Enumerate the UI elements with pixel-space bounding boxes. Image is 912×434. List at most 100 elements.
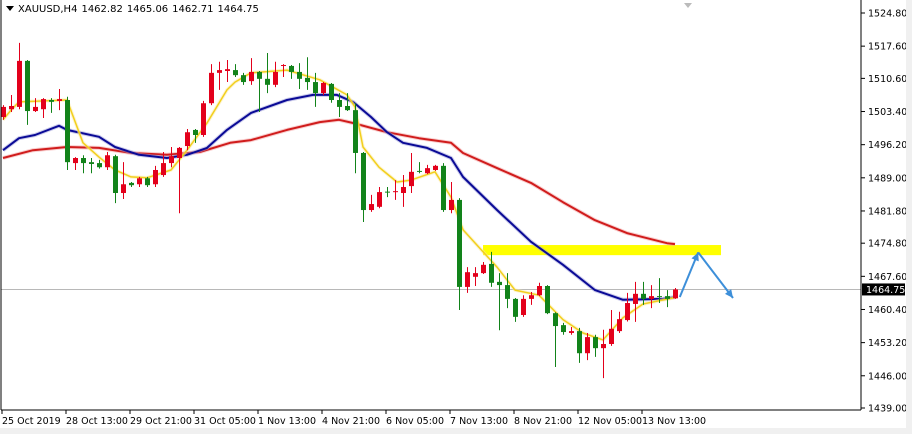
candle (297, 63, 302, 89)
candle-body (9, 105, 14, 110)
candle (161, 152, 166, 177)
candle (513, 297, 518, 322)
candle (177, 146, 182, 214)
candle-body (337, 100, 342, 107)
candle (1, 105, 6, 120)
candle (89, 158, 94, 174)
candle (473, 267, 478, 287)
price-tick-label: 1453.20 (868, 338, 907, 349)
candle (257, 71, 262, 112)
candle-body (449, 199, 454, 211)
candle (241, 72, 246, 85)
candle (673, 288, 678, 299)
candle (169, 146, 174, 168)
candle-body (25, 60, 30, 112)
price-tick-label: 1460.40 (868, 305, 907, 316)
ohlc-close: 1464.75 (217, 4, 259, 15)
candle (497, 273, 502, 331)
candle-body (601, 344, 606, 349)
price-tick-label: 1496.20 (868, 140, 907, 151)
candle-body (289, 65, 294, 72)
candle (465, 267, 470, 293)
candle-body (481, 264, 486, 274)
candle-body (169, 156, 174, 164)
candle (425, 164, 430, 175)
forecast-arrow-down-head-icon (724, 289, 733, 298)
candle (73, 157, 78, 170)
candle-body (441, 165, 446, 211)
candle (633, 281, 638, 322)
candle (25, 59, 30, 125)
candle (193, 129, 198, 143)
candle-body (401, 187, 406, 194)
forecast-arrow-down-shaft (697, 251, 734, 299)
time-tick-label: 28 Oct 13:00 (66, 416, 128, 427)
candle-body (609, 328, 614, 345)
symbol-timeframe: XAUUSD,H4 (18, 4, 78, 15)
candle (281, 64, 286, 77)
candle-body (145, 178, 150, 186)
candle-body (321, 82, 326, 94)
candle-body (185, 132, 190, 147)
candle-body (665, 296, 670, 299)
candle (209, 64, 214, 106)
candle-body (273, 71, 278, 85)
moving-average-mid-halo (1, 92, 676, 302)
price-tick-label: 1489.00 (868, 173, 907, 184)
candle-body (153, 169, 158, 185)
time-tick-label: 29 Oct 21:00 (130, 416, 192, 427)
candle (441, 163, 446, 212)
candle-body (177, 147, 182, 159)
candle-body (473, 273, 478, 277)
time-tick-label: 12 Nov 05:00 (578, 416, 642, 427)
candle-body (297, 71, 302, 79)
candle (369, 194, 374, 212)
bottom-edge (0, 428, 912, 434)
candle-body (433, 165, 438, 170)
candle-body (505, 285, 510, 299)
candle-body (569, 331, 574, 333)
candle-body (425, 168, 430, 174)
candle-body (257, 71, 262, 79)
price-tick-label: 1474.80 (868, 239, 907, 250)
candle-body (329, 83, 334, 101)
candle-body (249, 71, 254, 82)
candle (601, 329, 606, 379)
candle (105, 152, 110, 170)
time-tick-label: 13 Nov 13:00 (642, 416, 706, 427)
price-tick-label: 1439.00 (868, 404, 907, 415)
candle (145, 176, 150, 188)
candle (201, 100, 206, 137)
price-tick-label: 1510.60 (868, 74, 907, 85)
candle (233, 64, 238, 77)
resistance-zone (483, 245, 721, 256)
candle-body (33, 106, 38, 112)
current-price-tag (862, 283, 905, 296)
price-tick-label: 1524.80 (868, 9, 907, 20)
candle-body (625, 303, 630, 321)
candle-body (233, 70, 238, 76)
chart-header: XAUUSD,H4 1462.82 1465.06 1462.71 1464.75 (6, 4, 263, 15)
candle-body (345, 105, 350, 111)
candle-body (561, 325, 566, 333)
candle (33, 98, 38, 112)
candle (505, 273, 510, 309)
candle (129, 181, 134, 188)
dropdown-triangle-icon[interactable] (6, 6, 14, 11)
candle-body (129, 182, 134, 186)
candle-body (161, 163, 166, 176)
candle-body (385, 191, 390, 193)
candle (49, 98, 54, 113)
candle (569, 326, 574, 335)
ohlc-high: 1465.06 (126, 4, 169, 15)
candle (265, 53, 270, 94)
chart-shift-marker-icon[interactable] (684, 3, 692, 8)
candle (81, 155, 86, 174)
candle (225, 59, 230, 83)
time-tick-label: 6 Nov 05:00 (386, 416, 444, 427)
candle (449, 181, 454, 214)
candle-body (113, 156, 118, 194)
candle (345, 93, 350, 112)
ohlc-open: 1462.82 (81, 4, 123, 15)
